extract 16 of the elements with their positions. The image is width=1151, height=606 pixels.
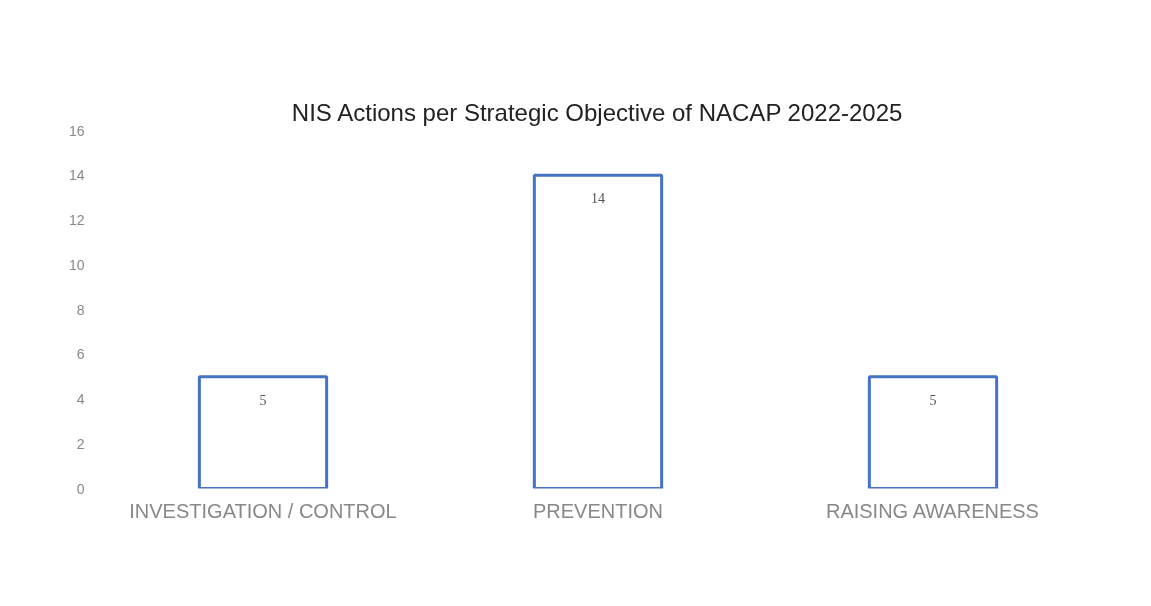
y-tick-label: 16: [68, 122, 85, 139]
y-tick-label: 12: [68, 212, 85, 228]
y-tick-label: 2: [76, 435, 85, 452]
data-label: 14: [591, 191, 605, 207]
data-label: 5: [259, 392, 267, 408]
x-tick-label: PREVENTION: [532, 499, 664, 522]
x-tick-label: RAISING AWARENESS: [825, 499, 1039, 522]
y-tick-label: 8: [76, 301, 85, 318]
y-tick-label: 10: [68, 256, 85, 273]
y-tick-label: 0: [76, 480, 85, 497]
data-label: 5: [929, 392, 937, 408]
y-tick-label: 4: [76, 391, 85, 407]
y-tick-label: 6: [76, 346, 85, 363]
y-tick-label: 14: [68, 167, 85, 184]
chart-title: NIS Actions per Strategic Objective of NACAP 2022-2025: [291, 98, 903, 126]
x-tick-label: INVESTIGATION / CONTROL: [129, 499, 397, 522]
